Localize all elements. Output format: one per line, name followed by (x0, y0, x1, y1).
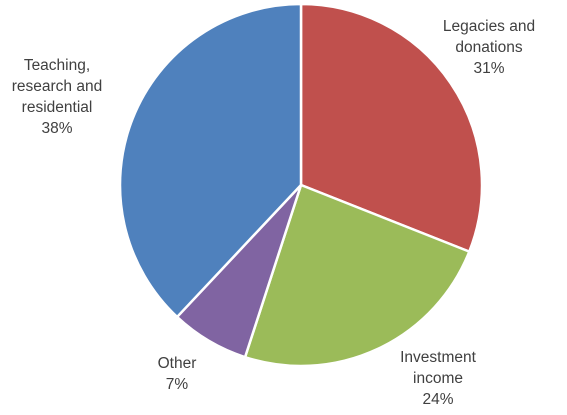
pie-label-value: 31% (473, 60, 504, 77)
pie-label-value: 7% (166, 376, 189, 393)
pie-label-value: 38% (41, 120, 72, 137)
pie-label-line: income (413, 370, 463, 387)
pie-label-2: Other 7% (158, 355, 197, 393)
pie-slice-0 (299, 2, 484, 253)
pie-label-line: donations (455, 39, 522, 56)
pie-label-3: Teaching, research and residential 38% (12, 57, 102, 137)
pie-slices (118, 2, 484, 368)
pie-label-line: residential (22, 99, 93, 116)
pie-label-line: research and (12, 78, 102, 95)
pie-slice-1 (243, 183, 471, 368)
pie-label-value: 24% (422, 391, 453, 408)
pie-labels: Legacies and donations 31% Investment income… (12, 18, 535, 408)
pie-label-line: Legacies and (443, 18, 535, 35)
pie-label-line: Other (158, 355, 197, 372)
pie-label-1: Investment income 24% (400, 349, 477, 408)
pie-label-line: Teaching, (24, 57, 90, 74)
pie-slice-3 (118, 2, 303, 319)
pie-label-line: Investment (400, 349, 477, 366)
pie-label-0: Legacies and donations 31% (443, 18, 535, 77)
